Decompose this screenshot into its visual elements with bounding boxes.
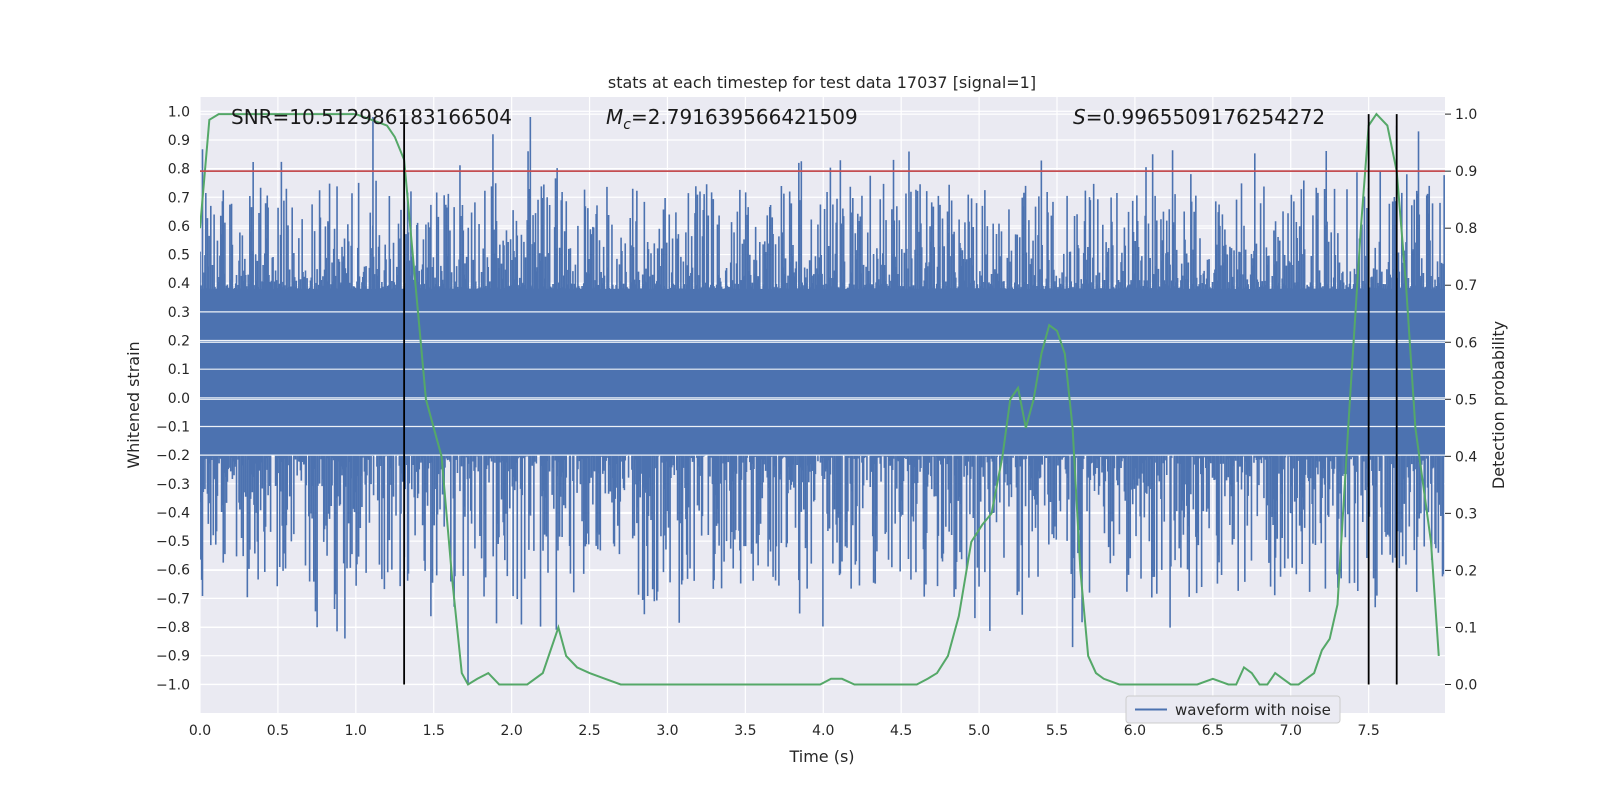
mc-value: =2.791639566421509 bbox=[631, 105, 858, 129]
y-left-tick-label: −0.7 bbox=[156, 591, 190, 607]
y-left-tick-label: −0.4 bbox=[156, 505, 190, 521]
y-right-axis-ticks: 1.0 0.9 0.8 0.7 0.6 0.5 0.4 0.3 0.2 0.1 0.0 bbox=[1445, 107, 1477, 693]
y-left-tick-label: 0.0 bbox=[168, 391, 190, 407]
probability-layer bbox=[200, 112, 1440, 686]
y-right-tick-label: 0.7 bbox=[1455, 278, 1477, 294]
chart-title: stats at each timestep for test data 170… bbox=[608, 73, 1036, 92]
s-annotation: S=0.9965509176254272 bbox=[1073, 105, 1325, 129]
x-axis-ticks: 0.0 0.5 1.0 1.5 2.0 2.5 3.0 3.5 4.0 4.5 5.0 5.5 6.0 6… bbox=[189, 723, 1380, 739]
y-right-axis-label: Detection probability bbox=[1489, 321, 1508, 489]
y-left-tick-label: 0.6 bbox=[168, 219, 190, 235]
x-tick-label: 6.0 bbox=[1124, 723, 1146, 739]
x-axis-label: Time (s) bbox=[788, 747, 854, 766]
y-right-tick-label: 0.8 bbox=[1455, 221, 1477, 237]
mc-subscript: c bbox=[623, 117, 631, 133]
y-left-tick-label: 0.4 bbox=[168, 276, 190, 292]
x-tick-label: 3.5 bbox=[734, 723, 756, 739]
legend-box bbox=[1125, 695, 1341, 724]
s-value: =0.9965509176254272 bbox=[1086, 105, 1325, 129]
y-right-tick-label: 0.6 bbox=[1455, 335, 1477, 351]
y-left-tick-label: −1.0 bbox=[156, 677, 190, 693]
x-tick-label: 7.5 bbox=[1358, 723, 1380, 739]
y-left-tick-label: 0.3 bbox=[168, 305, 190, 321]
x-tick-label: 2.0 bbox=[501, 723, 523, 739]
y-right-tick-label: 0.9 bbox=[1455, 164, 1477, 180]
legend: waveform with noise bbox=[1125, 695, 1341, 724]
y-right-tick-label: 0.3 bbox=[1455, 506, 1477, 522]
y-left-tick-label: −0.5 bbox=[156, 534, 190, 550]
y-right-tick-label: 0.5 bbox=[1455, 392, 1477, 408]
y-left-tick-label: −0.3 bbox=[156, 477, 190, 493]
y-left-axis-label: Whitened strain bbox=[124, 341, 143, 468]
y-left-tick-label: 0.2 bbox=[168, 334, 190, 350]
waveform-layer bbox=[200, 117, 1445, 685]
x-tick-label: 5.0 bbox=[968, 723, 990, 739]
waveform-noise-core bbox=[200, 288, 1445, 456]
x-tick-label: 1.5 bbox=[423, 723, 445, 739]
s-symbol: S bbox=[1073, 105, 1086, 129]
y-right-tick-label: 0.1 bbox=[1455, 620, 1477, 636]
y-left-tick-label: 0.1 bbox=[168, 362, 190, 378]
y-left-tick-label: −0.2 bbox=[156, 448, 190, 464]
x-tick-label: 0.5 bbox=[267, 723, 289, 739]
x-tick-label: 2.5 bbox=[578, 723, 600, 739]
y-right-tick-label: 0.4 bbox=[1455, 449, 1477, 465]
detection-probability-line bbox=[200, 112, 1440, 686]
x-tick-label: 1.0 bbox=[345, 723, 367, 739]
x-tick-label: 4.5 bbox=[890, 723, 912, 739]
overlay-layer bbox=[200, 114, 1445, 685]
chirp-mass-annotation: Mc=2.791639566421509 bbox=[606, 105, 858, 133]
mc-symbol: M bbox=[606, 105, 623, 129]
y-left-axis-ticks: 1.0 0.9 0.8 0.7 0.6 0.5 0.4 0.3 0.2 0.1 0.0 −0.1 −0.… bbox=[156, 104, 190, 693]
x-tick-label: 3.0 bbox=[656, 723, 678, 739]
y-left-tick-label: −0.8 bbox=[156, 620, 190, 636]
y-left-tick-label: 0.5 bbox=[168, 248, 190, 264]
x-tick-label: 7.0 bbox=[1280, 723, 1302, 739]
y-left-tick-label: 1.0 bbox=[168, 104, 190, 120]
y-left-tick-label: −0.1 bbox=[156, 419, 190, 435]
x-tick-label: 6.5 bbox=[1202, 723, 1224, 739]
snr-annotation: SNR=10.512986183166504 bbox=[231, 105, 512, 129]
x-tick-label: 5.5 bbox=[1046, 723, 1068, 739]
y-right-tick-label: 1.0 bbox=[1455, 107, 1477, 123]
y-right-tick-label: 0.2 bbox=[1455, 563, 1477, 579]
y-left-tick-label: 0.7 bbox=[168, 190, 190, 206]
y-left-tick-label: −0.9 bbox=[156, 649, 190, 665]
y-left-tick-label: 0.8 bbox=[168, 162, 190, 178]
y-right-tick-label: 0.0 bbox=[1455, 677, 1477, 693]
x-tick-label: 0.0 bbox=[189, 723, 211, 739]
legend-label: waveform with noise bbox=[1175, 701, 1331, 719]
y-left-tick-label: 0.9 bbox=[168, 133, 190, 149]
y-left-tick-label: −0.6 bbox=[156, 563, 190, 579]
x-tick-label: 4.0 bbox=[812, 723, 834, 739]
